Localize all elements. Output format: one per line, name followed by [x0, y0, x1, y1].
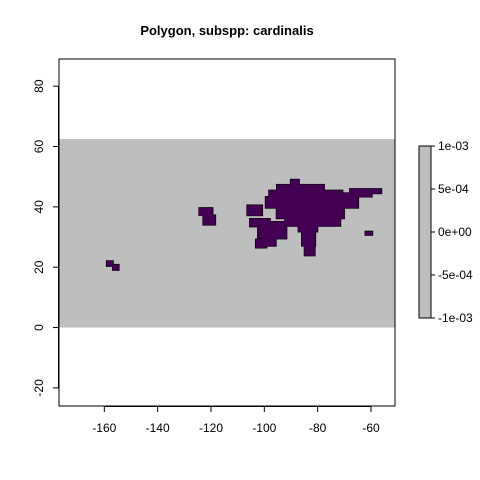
- legend-tick-label-2: 0e+00: [438, 225, 472, 239]
- y-axis: -20 0 20 40 60 80: [32, 79, 59, 396]
- polygon-cell-21: [350, 189, 382, 194]
- polygon-cell-8: [270, 222, 286, 239]
- y-tick-label-4: 60: [32, 140, 46, 154]
- legend-tick-label-4: -1e-03: [438, 311, 473, 325]
- x-tick-label-1: -140: [146, 421, 170, 435]
- polygon-cell-9: [256, 239, 267, 248]
- polygon-cell-0: [106, 261, 113, 266]
- y-tick-label-2: 20: [32, 260, 46, 274]
- x-tick-label-2: -120: [199, 421, 223, 435]
- y-tick-label-5: 80: [32, 79, 46, 93]
- color-legend: 1e-03 5e-04 0e+00 -5e-04 -1e-03: [419, 139, 473, 325]
- polygon-cell-12: [285, 218, 341, 226]
- x-tick-label-4: -80: [309, 421, 327, 435]
- polygon-cell-18: [290, 179, 299, 185]
- legend-tick-label-0: 1e-03: [438, 139, 469, 153]
- legend-tick-label-3: -5e-04: [438, 268, 473, 282]
- polygon-cell-2: [199, 208, 213, 216]
- y-tick-label-0: -20: [32, 379, 46, 397]
- polygon-cell-5: [250, 219, 271, 227]
- legend-color-bar: [419, 146, 431, 318]
- y-tick-label-1: 0: [32, 324, 46, 331]
- polygon-cell-3: [203, 215, 216, 225]
- polygon-cell-11: [276, 208, 344, 219]
- raster-background: [59, 139, 395, 328]
- polygon-cell-10: [265, 197, 358, 208]
- y-tick-label-3: 40: [32, 200, 46, 214]
- polygon-cell-14: [302, 232, 316, 246]
- polygon-cell-17: [277, 185, 325, 192]
- chart-title: Polygon, subspp: cardinalis: [140, 23, 313, 38]
- x-tick-label-0: -160: [92, 421, 116, 435]
- polygon-cell-13: [298, 226, 317, 232]
- legend-tick-label-1: 5e-04: [438, 182, 469, 196]
- polygon-cell-22: [365, 231, 372, 235]
- x-axis: -160 -140 -120 -100 -80 -60: [92, 406, 380, 435]
- polygon-cell-1: [113, 264, 119, 270]
- x-tick-label-5: -60: [362, 421, 380, 435]
- x-tick-label-3: -100: [252, 421, 276, 435]
- polygon-cell-15: [304, 245, 315, 255]
- polygon-cell-4: [247, 205, 262, 216]
- polygon-cell-16: [269, 190, 343, 197]
